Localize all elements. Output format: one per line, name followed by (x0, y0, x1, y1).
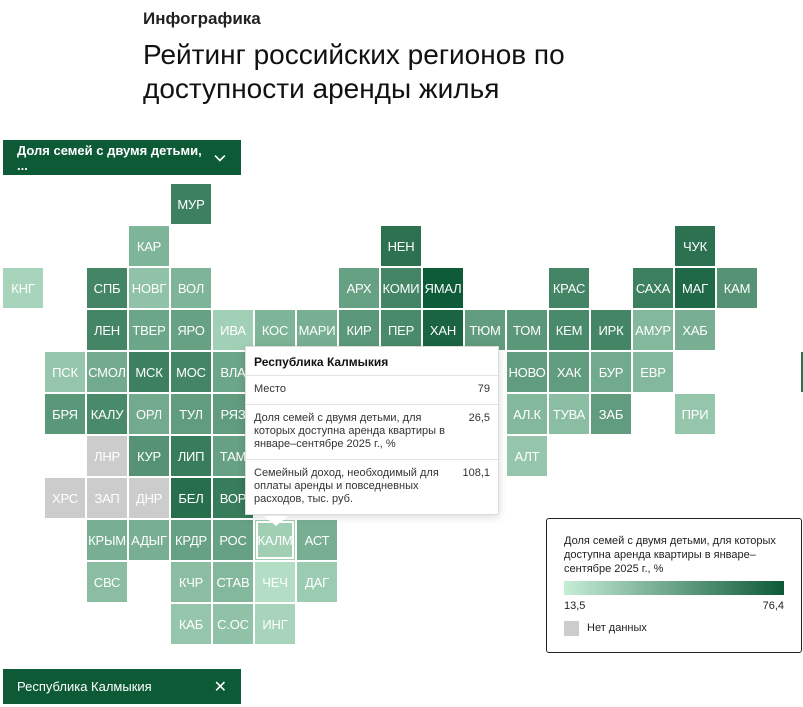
tooltip-row-value: 108,1 (462, 467, 490, 479)
region-tile-крдр[interactable]: КРДР (171, 520, 211, 560)
legend-no-data-swatch (564, 621, 579, 636)
region-tile-том[interactable]: ТОМ (507, 310, 547, 350)
region-tile-саха[interactable]: САХА (633, 268, 673, 308)
region-tile-лип[interactable]: ЛИП (171, 436, 211, 476)
region-tile-кос[interactable]: КОС (255, 310, 295, 350)
region-tile-мск[interactable]: МСК (129, 352, 169, 392)
region-tile-маг[interactable]: МАГ (675, 268, 715, 308)
region-tile-днр[interactable]: ДНР (129, 478, 169, 518)
region-tile-кем[interactable]: КЕМ (549, 310, 589, 350)
region-tile-чеч[interactable]: ЧЕЧ (255, 562, 295, 602)
indicator-select[interactable]: Доля семей с двумя детьми, ... (3, 140, 241, 175)
region-tile-вол[interactable]: ВОЛ (171, 268, 211, 308)
region-tile-яро[interactable]: ЯРО (171, 310, 211, 350)
region-tile-при[interactable]: ПРИ (675, 394, 715, 434)
region-tile-чук[interactable]: ЧУК (675, 226, 715, 266)
region-tile-алк[interactable]: АЛ.К (507, 394, 547, 434)
region-tile-пск[interactable]: ПСК (45, 352, 85, 392)
region-tile-даг[interactable]: ДАГ (297, 562, 337, 602)
close-icon[interactable]: ✕ (213, 678, 227, 696)
region-tile-коми[interactable]: КОМИ (381, 268, 421, 308)
region-tile-адыг[interactable]: АДЫГ (129, 520, 169, 560)
tooltip-row-label: Доля семей с двумя детьми, для которых д… (254, 412, 445, 450)
region-tile-сос[interactable]: С.ОС (213, 604, 253, 644)
region-tile-крым[interactable]: КРЫМ (87, 520, 127, 560)
region-tile-мари[interactable]: МАРИ (297, 310, 337, 350)
eyebrow: Инфографика (143, 9, 261, 28)
region-tile-заб[interactable]: ЗАБ (591, 394, 631, 434)
region-tile-бел[interactable]: БЕЛ (171, 478, 211, 518)
region-tile-ново[interactable]: НОВО (507, 352, 547, 392)
region-tile-пер[interactable]: ПЕР (381, 310, 421, 350)
region-tile-кчр[interactable]: КЧР (171, 562, 211, 602)
legend-title: Доля семей с двумя детьми, для которых д… (564, 535, 776, 575)
region-tile-кар[interactable]: КАР (129, 226, 169, 266)
page-title: Рейтинг российских регионов по доступнос… (143, 39, 565, 104)
region-tile-тюм[interactable]: ТЮМ (465, 310, 505, 350)
legend-gradient-bar (564, 581, 784, 595)
region-tile-тул[interactable]: ТУЛ (171, 394, 211, 434)
region-tile-калм[interactable]: КАЛМ (255, 520, 295, 560)
tooltip-row-label: Место (254, 383, 286, 395)
tooltip-title: Республика Калмыкия (246, 347, 498, 376)
legend-max-label: 76,4 (762, 600, 784, 612)
region-tile-хрс[interactable]: ХРС (45, 478, 85, 518)
region-tile-каб[interactable]: КАБ (171, 604, 211, 644)
region-tile-лнр[interactable]: ЛНР (87, 436, 127, 476)
tooltip-row-label: Семейный доход, необходимый для оплаты а… (254, 467, 439, 505)
region-tile-кам[interactable]: КАМ (717, 268, 757, 308)
region-tile-тува[interactable]: ТУВА (549, 394, 589, 434)
region-tile-кур[interactable]: КУР (129, 436, 169, 476)
tooltip-row-value: 79 (477, 383, 490, 395)
region-tile-арх[interactable]: АРХ (339, 268, 379, 308)
selected-region-label: Республика Калмыкия (17, 679, 152, 694)
region-tile-рос[interactable]: РОС (213, 520, 253, 560)
region-tile-лен[interactable]: ЛЕН (87, 310, 127, 350)
selected-region-chip[interactable]: Республика Калмыкия ✕ (3, 669, 241, 704)
region-tile-зап[interactable]: ЗАП (87, 478, 127, 518)
region-tile-бря[interactable]: БРЯ (45, 394, 85, 434)
region-tile-аст[interactable]: АСТ (297, 520, 337, 560)
color-legend: Доля семей с двумя детьми, для которых д… (546, 518, 802, 653)
region-tile-амур[interactable]: АМУР (633, 310, 673, 350)
region-tile-ямал[interactable]: ЯМАЛ (423, 268, 463, 308)
region-tile-хаб[interactable]: ХАБ (675, 310, 715, 350)
region-tile-хан[interactable]: ХАН (423, 310, 463, 350)
tooltip-row-rank: Место 79 (246, 376, 498, 405)
region-tile-алт[interactable]: АЛТ (507, 436, 547, 476)
region-tile-схлн[interactable]: СХЛН (801, 352, 803, 392)
region-tile-мур[interactable]: МУР (171, 184, 211, 224)
region-tile-инг[interactable]: ИНГ (255, 604, 295, 644)
region-tile-став[interactable]: СТАВ (213, 562, 253, 602)
chevron-down-icon (214, 154, 226, 162)
region-tile-калу[interactable]: КАЛУ (87, 394, 127, 434)
region-tile-смол[interactable]: СМОЛ (87, 352, 127, 392)
region-tile-ива[interactable]: ИВА (213, 310, 253, 350)
region-tile-евр[interactable]: ЕВР (633, 352, 673, 392)
tooltip-row-share: Доля семей с двумя детьми, для которых д… (246, 405, 498, 460)
region-tile-мос[interactable]: МОС (171, 352, 211, 392)
indicator-select-label: Доля семей с двумя детьми, ... (17, 142, 202, 173)
region-tile-кнг[interactable]: КНГ (3, 268, 43, 308)
region-tile-новг[interactable]: НОВГ (129, 268, 169, 308)
region-tile-бур[interactable]: БУР (591, 352, 631, 392)
region-tile-ирк[interactable]: ИРК (591, 310, 631, 350)
tooltip-row-income: Семейный доход, необходимый для оплаты а… (246, 460, 498, 514)
region-tile-спб[interactable]: СПБ (87, 268, 127, 308)
tooltip-row-value: 26,5 (468, 412, 490, 424)
region-tile-нен[interactable]: НЕН (381, 226, 421, 266)
region-tooltip: Республика Калмыкия Место 79 Доля семей … (245, 346, 499, 515)
region-tile-свс[interactable]: СВС (87, 562, 127, 602)
legend-no-data-label: Нет данных (587, 622, 647, 634)
region-tile-твер[interactable]: ТВЕР (129, 310, 169, 350)
legend-min-label: 13,5 (564, 600, 586, 612)
region-tile-кир[interactable]: КИР (339, 310, 379, 350)
tooltip-pointer (264, 516, 288, 526)
region-tile-хак[interactable]: ХАК (549, 352, 589, 392)
region-tile-орл[interactable]: ОРЛ (129, 394, 169, 434)
region-tile-крас[interactable]: КРАС (549, 268, 589, 308)
